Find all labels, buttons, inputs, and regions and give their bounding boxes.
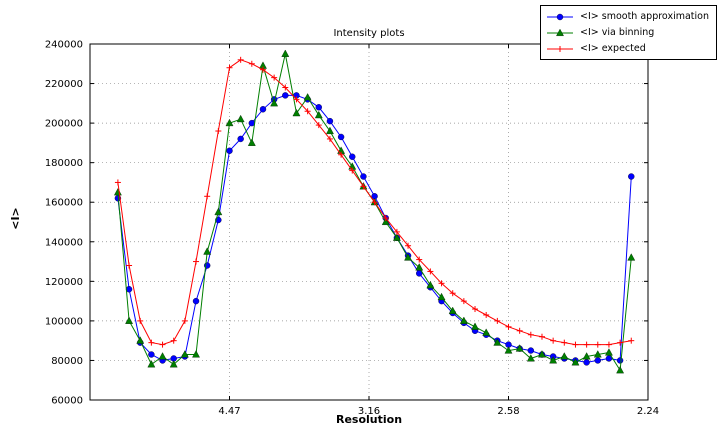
- triangle-marker: [303, 93, 312, 101]
- x-tick-label: 2.24: [637, 406, 659, 417]
- y-tick-label: 240000: [45, 40, 83, 51]
- triangle-marker: [459, 316, 468, 324]
- circle-legend-marker-icon: [547, 13, 574, 20]
- triangle-marker: [192, 350, 200, 358]
- triangle-marker: [482, 328, 491, 336]
- legend-label: <I> via binning: [580, 27, 655, 38]
- triangle-marker: [582, 352, 591, 360]
- chart-title: Intensity plots: [333, 28, 405, 39]
- circle-marker: [237, 135, 244, 143]
- triangle-marker: [136, 336, 145, 344]
- legend-label: <I> expected: [580, 43, 646, 54]
- x-tick-label: 3.16: [358, 406, 380, 417]
- circle-marker: [628, 173, 635, 180]
- triangle-marker: [169, 360, 178, 368]
- triangle-marker: [593, 350, 602, 358]
- circle-marker: [527, 347, 535, 354]
- legend-label: <I> smooth approximation: [580, 11, 709, 22]
- triangle-marker: [203, 247, 212, 255]
- series-line: [117, 94, 632, 363]
- triangle-marker: [381, 217, 390, 225]
- circle-marker: [616, 357, 624, 364]
- triangle-marker: [437, 292, 446, 301]
- triangle-marker: [448, 306, 457, 314]
- triangle-marker: [214, 207, 223, 216]
- triangle-marker: [125, 316, 133, 324]
- triangle-marker: [616, 366, 625, 374]
- circle-marker: [226, 147, 233, 155]
- series-0: [114, 92, 635, 366]
- triangle-marker: [415, 263, 424, 271]
- triangle-marker: [538, 350, 546, 358]
- triangle-marker: [526, 354, 535, 362]
- circle-marker: [192, 297, 200, 305]
- circle-marker: [337, 133, 345, 141]
- triangle-marker: [571, 358, 580, 366]
- triangle-marker: [292, 108, 301, 117]
- legend-item: <I> via binning: [545, 25, 709, 40]
- circle-marker: [349, 153, 356, 160]
- circle-marker: [583, 359, 590, 366]
- triangle-marker: [515, 344, 524, 352]
- series-2: [114, 56, 635, 348]
- circle-marker: [259, 106, 267, 113]
- triangle-marker: [180, 350, 189, 358]
- triangle-marker: [493, 338, 502, 346]
- series-1: [113, 49, 636, 374]
- y-tick-label: 220000: [45, 79, 83, 90]
- axes-frame: [89, 43, 649, 401]
- y-tick-label: 160000: [45, 198, 83, 209]
- triangle-marker: [225, 118, 234, 127]
- circle-marker: [594, 357, 601, 364]
- triangle-marker: [147, 360, 156, 368]
- legend-item: <I> smooth approximation: [545, 9, 709, 24]
- circle-marker: [282, 92, 289, 99]
- triangle-marker: [113, 188, 122, 196]
- triangle-marker: [326, 126, 334, 135]
- y-tick-label: 60000: [51, 396, 83, 407]
- series-line: [117, 53, 632, 372]
- legend-item: <I> expected: [545, 41, 709, 56]
- legend: <I> smooth approximation <I> via binning <…: [540, 5, 717, 60]
- triangle-marker: [549, 356, 558, 364]
- triangle-marker: [426, 280, 435, 289]
- triangle-marker: [281, 49, 290, 57]
- y-axis-label: <I>: [8, 207, 22, 230]
- x-tick-label: 4.47: [218, 406, 240, 417]
- y-tick-label: 140000: [45, 237, 83, 248]
- circle-marker: [326, 117, 334, 125]
- y-tick-label: 100000: [45, 316, 83, 327]
- triangle-marker: [404, 253, 412, 261]
- triangle-marker: [270, 99, 279, 107]
- triangle-marker: [392, 233, 401, 241]
- y-tick-label: 180000: [45, 158, 83, 169]
- triangle-marker: [560, 352, 569, 360]
- triangle-marker: [504, 346, 513, 354]
- circle-marker: [148, 351, 155, 358]
- circle-marker: [360, 173, 367, 180]
- triangle-marker: [236, 114, 245, 123]
- y-tick-label: 120000: [45, 277, 83, 288]
- triangle-marker: [471, 322, 479, 330]
- triangle-marker: [627, 253, 636, 261]
- triangle-legend-marker-icon: [547, 28, 574, 36]
- x-axis-label: Resolution: [335, 413, 403, 426]
- y-tick-label: 80000: [51, 356, 83, 367]
- triangle-marker: [247, 138, 256, 146]
- triangle-marker: [314, 110, 323, 119]
- circle-marker: [315, 104, 322, 111]
- x-tick-label: 2.58: [497, 406, 519, 417]
- y-tick-label: 200000: [45, 119, 83, 130]
- triangle-marker: [605, 348, 613, 356]
- plus-legend-marker-icon: [547, 45, 574, 52]
- triangle-marker: [158, 352, 167, 360]
